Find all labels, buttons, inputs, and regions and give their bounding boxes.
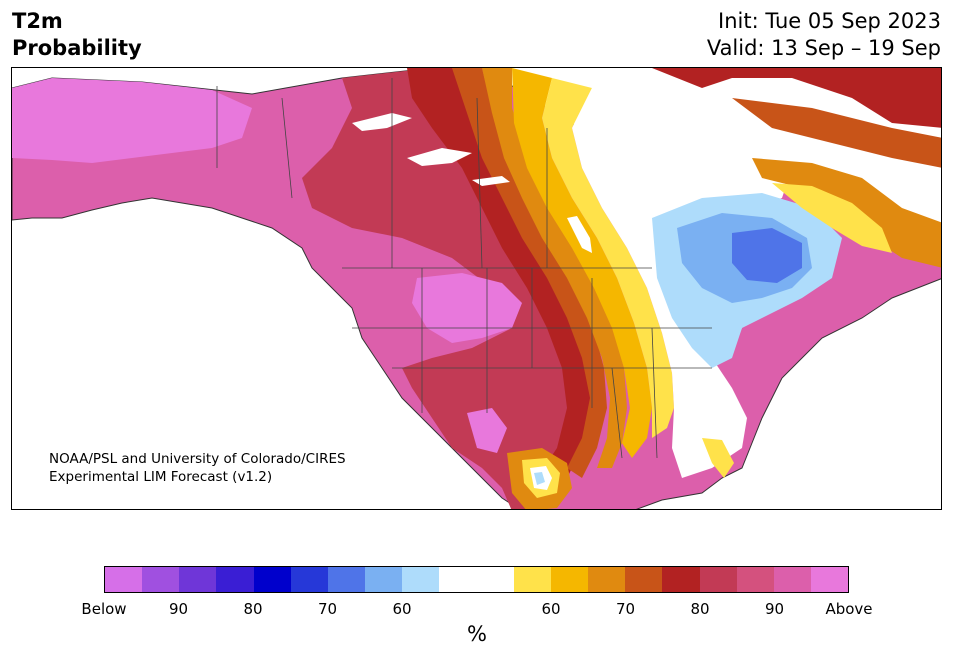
zone-below-55-texas <box>534 472 545 485</box>
map-title: T2m Probability <box>12 8 142 62</box>
colorbar-tick-label: 80 <box>690 600 710 618</box>
zone-above-75-arctic <box>652 68 941 128</box>
zone-above-80-band <box>302 68 587 509</box>
init-date: Init: Tue 05 Sep 2023 <box>718 9 941 33</box>
date-info: Init: Tue 05 Sep 2023 Valid: 13 Sep – 19… <box>707 8 941 62</box>
credit-line-2: Experimental LIM Forecast (v1.2) <box>49 469 273 485</box>
colorbar-segment <box>550 567 589 592</box>
zone-above-70-arctic <box>732 98 941 168</box>
colorbar-tick-label: 60 <box>541 600 561 618</box>
colorbar-segment <box>105 567 143 592</box>
colorbar-tick-label: 80 <box>243 600 263 618</box>
probability-label: Probability <box>12 36 142 60</box>
colorbar-segment <box>736 567 774 592</box>
lake-winnipeg <box>407 148 472 166</box>
zone-above-90-alaska <box>12 78 252 163</box>
colorbar-tick-label: 70 <box>317 600 338 618</box>
boundaries <box>216 78 712 459</box>
zone-above-55-labrador <box>772 183 892 253</box>
colorbar-tick-label: 60 <box>392 600 412 618</box>
colorbar-segment <box>327 567 366 592</box>
zone-below-65 <box>732 228 802 283</box>
lake-great-slave <box>352 113 412 131</box>
colorbar-segment <box>625 567 663 592</box>
colorbar-segment <box>476 567 514 592</box>
colorbar <box>104 566 849 593</box>
zone-above-90-southwest <box>412 273 522 343</box>
valid-dates: Valid: 13 Sep – 19 Sep <box>706 36 941 60</box>
colorbar-segment <box>588 567 626 592</box>
credit-line-1: NOAA/PSL and University of Colorado/CIRE… <box>49 451 346 467</box>
colorbar-tick-label: 90 <box>168 600 189 618</box>
colorbar-segment <box>253 567 291 592</box>
colorbar-segment <box>810 567 849 592</box>
colorbar-segment <box>216 567 254 592</box>
zone-above-70-band <box>452 68 607 478</box>
lake-winnipeg-south <box>567 216 592 253</box>
colorbar-segment <box>662 567 700 592</box>
variable-label: T2m <box>12 9 63 33</box>
colorbar-segment <box>142 567 180 592</box>
zone-above-55-florida <box>702 438 734 478</box>
credit-text: NOAA/PSL and University of Colorado/CIRE… <box>49 450 346 486</box>
colorbar-segment <box>513 567 551 592</box>
forecast-map <box>11 67 942 510</box>
colorbar-segment <box>402 567 440 592</box>
lake-athabasca <box>472 176 510 186</box>
colorbar-tick-label: 90 <box>764 600 785 618</box>
colorbar-segment <box>439 567 477 592</box>
colorbar-tick-label: Above <box>825 600 873 618</box>
zone-above-55-band <box>542 78 674 438</box>
colorbar-tick-label: 70 <box>615 600 636 618</box>
zone-above-65-band <box>482 68 627 468</box>
zone-neutral-east <box>572 78 792 478</box>
colorbar-segment <box>699 567 737 592</box>
colorbar-segment <box>179 567 217 592</box>
zone-above-90-mexico <box>467 408 507 453</box>
colorbar-segment <box>290 567 328 592</box>
map-svg <box>12 68 941 509</box>
zone-below-55-ohio <box>697 308 742 358</box>
colorbar-tick-label: Below <box>81 600 127 618</box>
colorbar-segment <box>773 567 811 592</box>
colorbar-segment <box>365 567 403 592</box>
colorbar-unit: % <box>467 622 487 646</box>
